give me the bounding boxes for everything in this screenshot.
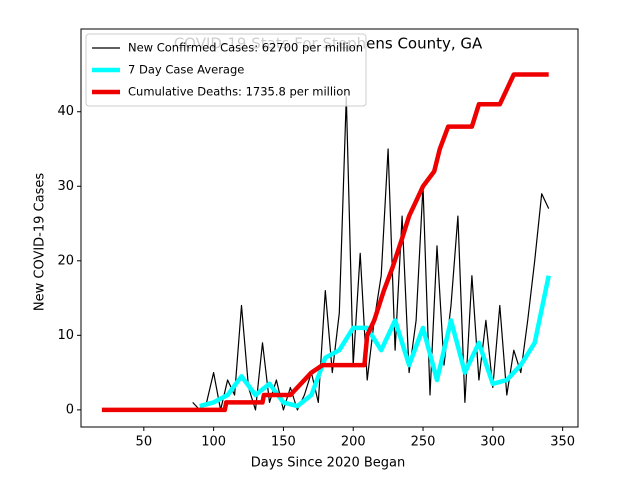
- x-tick-label: 150: [271, 435, 296, 450]
- series-line: [199, 275, 551, 409]
- legend-box: [85, 33, 367, 107]
- series-line: [192, 96, 550, 411]
- y-axis-label: New COVID-19 Cases: [33, 173, 48, 311]
- x-axis-label: Days Since 2020 Began: [251, 456, 406, 471]
- x-tick-label: 50: [136, 435, 153, 450]
- y-tick-label: 10: [57, 328, 74, 343]
- legend-label: New Confirmed Cases: 62700 per million: [128, 41, 363, 55]
- x-tick-label: 100: [201, 435, 226, 450]
- series-line: [101, 72, 549, 413]
- x-tick-label: 200: [341, 435, 366, 450]
- x-tick-label: 300: [480, 435, 505, 450]
- legend-label: Cumulative Deaths: 1735.8 per million: [128, 85, 351, 99]
- y-tick-label: 0: [66, 402, 74, 417]
- y-tick-label: 40: [57, 104, 74, 119]
- y-tick-label: 20: [57, 253, 74, 268]
- y-tick-label: 30: [57, 179, 74, 194]
- x-tick-label: 350: [550, 435, 575, 450]
- x-tick-label: 250: [411, 435, 436, 450]
- plot-frame: [80, 28, 579, 428]
- legend-label: 7 Day Case Average: [128, 63, 244, 77]
